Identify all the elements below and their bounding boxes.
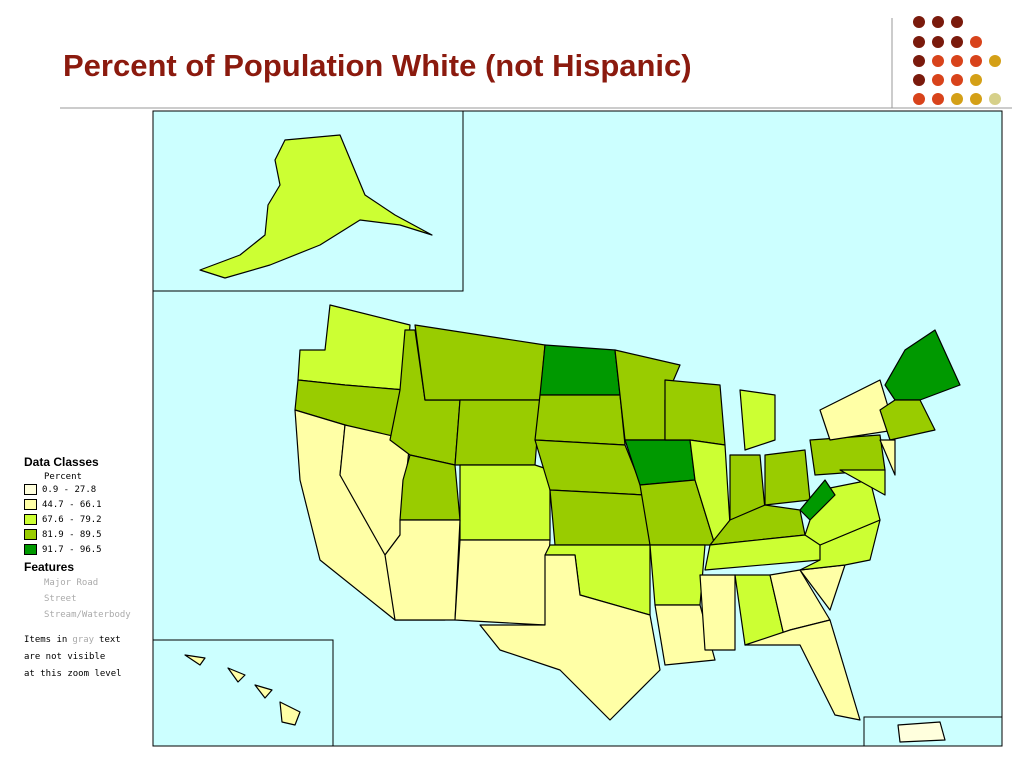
state: [534, 394, 626, 446]
state: [454, 399, 541, 466]
state: [654, 604, 716, 666]
note-text: gray: [72, 635, 95, 645]
state: [649, 544, 706, 606]
state: [539, 344, 621, 396]
note-text: text: [99, 635, 121, 645]
legend-row: 67.6 - 79.2: [24, 512, 131, 527]
logo-dots: [913, 16, 1001, 105]
state: [839, 469, 886, 496]
state: [479, 554, 661, 721]
legend-label: 67.6 - 79.2: [42, 514, 102, 525]
state: [279, 701, 301, 726]
state: [399, 454, 461, 521]
note-line: at this zoom level: [24, 669, 122, 679]
note-line: are not visible: [24, 652, 106, 662]
state: [664, 379, 726, 446]
state: [879, 439, 896, 476]
state: [744, 619, 861, 721]
state: [199, 134, 433, 279]
legend-label: 81.9 - 89.5: [42, 529, 102, 540]
legend-classes: 0.9 - 27.8 44.7 - 66.1 67.6 - 79.2 81.9 - 8…: [24, 482, 131, 557]
legend-row: 0.9 - 27.8: [24, 482, 131, 497]
state: [549, 489, 651, 546]
feature-item: Street: [44, 594, 77, 604]
state: [384, 519, 461, 621]
legend-row: 44.7 - 66.1: [24, 497, 131, 512]
legend-title: Data Classes: [24, 455, 99, 469]
state: [454, 539, 551, 626]
state: [227, 667, 246, 683]
states: [184, 134, 961, 743]
slide-title: Percent of Population White (not Hispani…: [63, 48, 692, 83]
features-title: Features: [24, 560, 75, 574]
legend-swatch: [24, 544, 37, 555]
feature-item: Major Road: [44, 578, 99, 588]
state: [879, 399, 936, 441]
legend-swatch: [24, 529, 37, 540]
state: [184, 654, 206, 666]
features-list: Major Road Street Stream/Waterbody: [24, 578, 131, 622]
state: [799, 479, 836, 521]
note-text: Items in: [24, 635, 68, 645]
legend: Data Classes Percent 0.9 - 27.8 44.7 - 66…: [24, 455, 131, 683]
legend-row: 91.7 - 96.5: [24, 542, 131, 557]
state: [254, 684, 273, 699]
state: [809, 434, 886, 476]
note-line: Items in gray text: [24, 635, 131, 649]
state: [897, 721, 946, 743]
state: [459, 464, 551, 541]
legend-swatch: [24, 514, 37, 525]
legend-label: 91.7 - 96.5: [42, 544, 102, 555]
legend-swatch: [24, 499, 37, 510]
legend-swatch: [24, 484, 37, 495]
state: [709, 504, 806, 546]
legend-label: 44.7 - 66.1: [42, 499, 102, 510]
feature-item: Stream/Waterbody: [44, 610, 131, 620]
state: [699, 574, 736, 651]
state: [739, 389, 776, 451]
state: [764, 449, 811, 506]
legend-subtitle: Percent: [44, 472, 82, 482]
legend-row: 81.9 - 89.5: [24, 527, 131, 542]
hawaii-inset: [152, 639, 334, 747]
legend-label: 0.9 - 27.8: [42, 484, 97, 495]
